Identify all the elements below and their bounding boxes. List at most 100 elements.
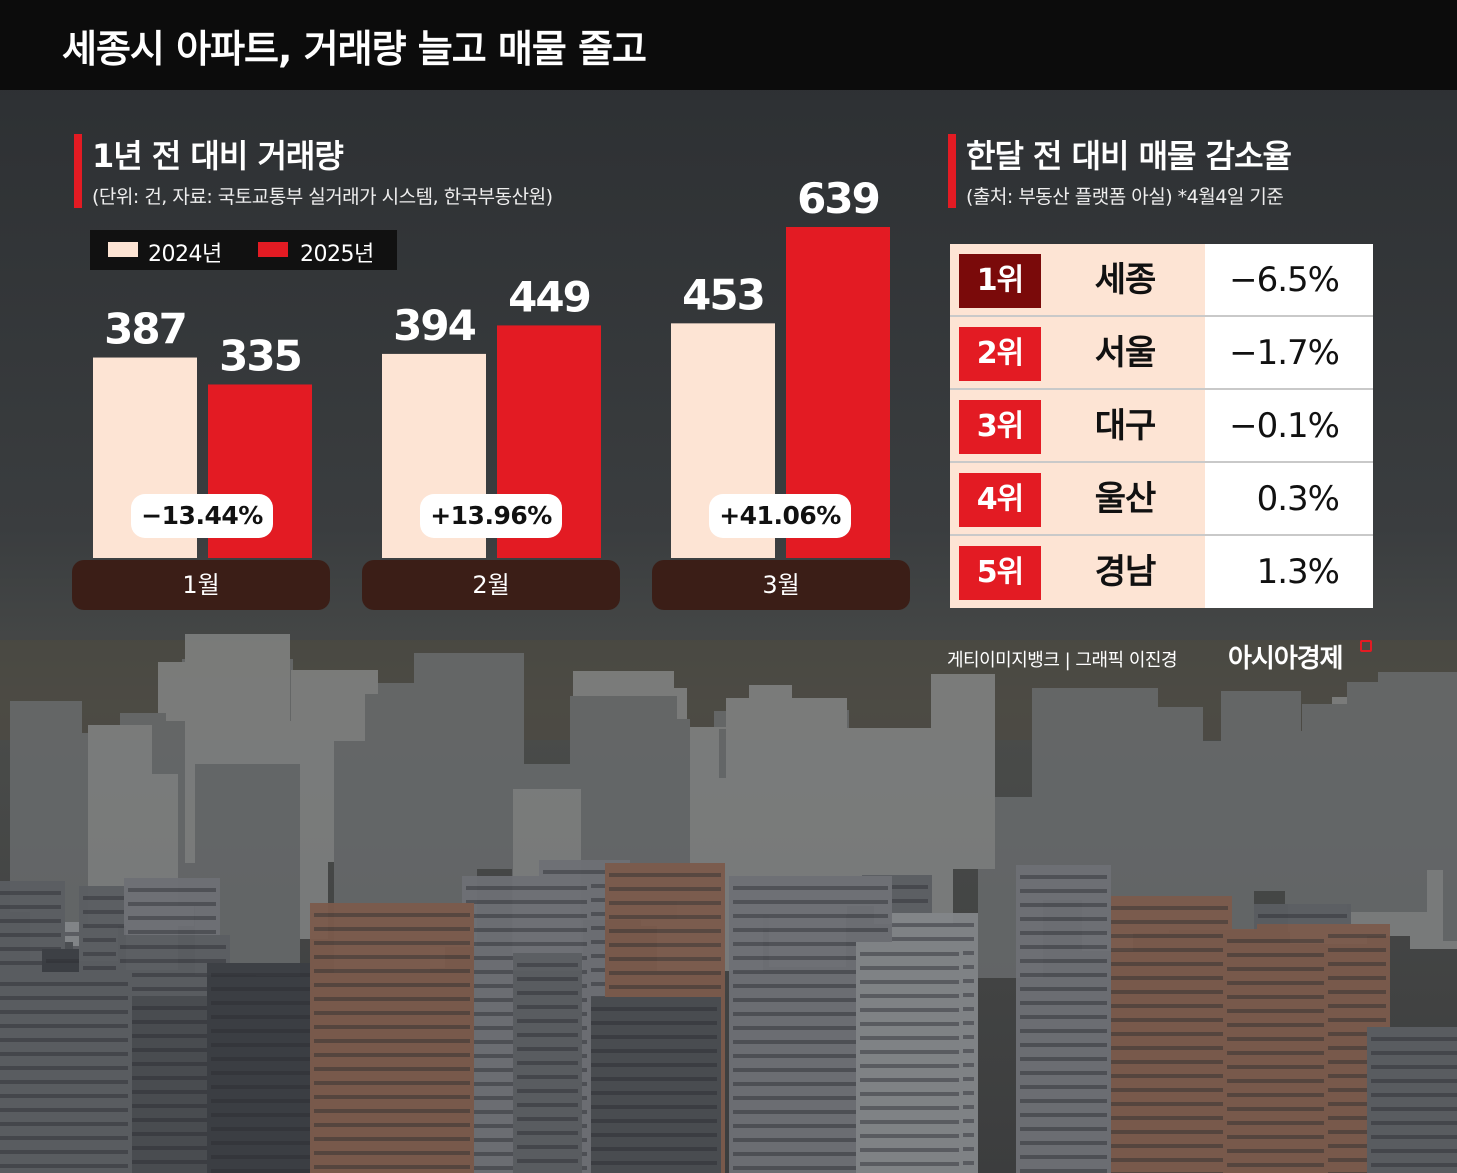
background-window-row — [609, 943, 721, 947]
background-window-row — [588, 1063, 717, 1067]
background-window-row — [860, 1078, 959, 1082]
legend-swatch-2024 — [108, 242, 138, 257]
rank-value: −0.1% — [1229, 406, 1340, 446]
title-bar: 세종시 아파트, 거래량 늘고 매물 줄고 — [0, 0, 1457, 90]
background-window-row — [114, 1160, 215, 1164]
background-window-row — [114, 1062, 215, 1066]
background-window-row — [588, 1077, 717, 1081]
background-window-row — [1020, 931, 1107, 935]
background-window-row — [733, 1138, 888, 1142]
background-window-row — [128, 930, 216, 934]
background-window-row — [120, 973, 226, 977]
background-window-row — [1227, 1107, 1324, 1111]
background-window-row — [0, 1122, 128, 1126]
background-window-row — [1371, 1093, 1457, 1097]
background-window-row — [0, 933, 61, 937]
ranking-table: 1위 세종 −6.5% 2위 서울 −1.7% 3위 대구 −0.1% 4위 울… — [950, 244, 1373, 608]
ranking-row: 3위 대구 −0.1% — [950, 390, 1373, 462]
ranking-row-left: 1위 세종 — [950, 244, 1205, 316]
background-window-row — [1227, 981, 1324, 985]
background-window-row — [860, 1050, 959, 1054]
background-window-row — [1371, 1121, 1457, 1125]
background-window-row — [1227, 1065, 1324, 1069]
background-window-row — [0, 919, 61, 923]
background-tower — [310, 903, 474, 1173]
background-window-row — [1100, 948, 1228, 952]
background-window-row — [882, 923, 974, 927]
rank-value: 1.3% — [1256, 552, 1340, 592]
background-window-row — [733, 928, 888, 932]
background-window-row — [0, 996, 128, 1000]
background-window-row — [211, 1057, 350, 1061]
bar-value-label: 394 — [393, 301, 475, 350]
background-window-row — [517, 1159, 578, 1163]
background-window-row — [517, 1117, 578, 1121]
background-window-row — [733, 914, 888, 918]
background-window-row — [1100, 1060, 1228, 1064]
background-building — [1347, 682, 1427, 912]
background-window-row — [466, 942, 587, 946]
background-window-row — [588, 1035, 717, 1039]
background-tower — [513, 953, 582, 1173]
background-window-row — [114, 1146, 215, 1150]
rank-value: 0.3% — [1256, 479, 1340, 519]
background-tower — [1016, 865, 1111, 1173]
month-label-jan: 1월 — [72, 560, 330, 610]
background-window-row — [314, 969, 470, 973]
background-window-row — [314, 1039, 470, 1043]
background-window-row — [211, 1071, 350, 1075]
bar-value-label: 453 — [682, 270, 764, 319]
legend-label-2024: 2024년 — [148, 242, 222, 267]
ranking-row-right: −6.5% — [1205, 244, 1373, 316]
ranking-row-right: −1.7% — [1205, 317, 1373, 389]
rank-region: 경남 — [1094, 552, 1157, 592]
background-window-row — [1227, 1093, 1324, 1097]
background-window-row — [733, 900, 888, 904]
background-window-row — [1227, 1135, 1324, 1139]
background-window-row — [211, 1099, 350, 1103]
background-window-row — [517, 963, 578, 967]
background-window-row — [860, 1092, 959, 1096]
background-window-row — [733, 1068, 888, 1072]
background-window-row — [1100, 962, 1228, 966]
background-window-row — [609, 971, 721, 975]
background-window-row — [314, 1109, 470, 1113]
background-window-row — [0, 1052, 128, 1056]
background-window-row — [314, 1137, 470, 1141]
background-window-row — [860, 994, 959, 998]
background-window-row — [609, 957, 721, 961]
background-window-row — [733, 970, 888, 974]
background-window-row — [1020, 1155, 1107, 1159]
row-divider — [950, 534, 1373, 536]
background-window-row — [1227, 995, 1324, 999]
background-window-row — [83, 896, 150, 900]
background-window-row — [1100, 920, 1228, 924]
chart-subtitle: (단위: 건, 자료: 국토교통부 실거래가 시스템, 한국부동산원) — [92, 186, 553, 208]
background-window-row — [0, 961, 61, 965]
background-window-row — [733, 1012, 888, 1016]
background-window-row — [120, 987, 226, 991]
background-window-row — [1371, 1149, 1457, 1153]
background-window-row — [120, 945, 226, 949]
background-window-row — [733, 1166, 888, 1170]
background-window-row — [733, 942, 888, 946]
background-window-row — [609, 887, 721, 891]
background-window-row — [588, 1091, 717, 1095]
background-window-row — [733, 956, 888, 960]
background-window-row — [517, 1089, 578, 1093]
background-window-row — [733, 998, 888, 1002]
background-window-row — [1020, 1113, 1107, 1117]
background-window-row — [517, 1061, 578, 1065]
background-window-row — [588, 1049, 717, 1053]
bar-value-label: 639 — [797, 174, 879, 223]
background-window-row — [466, 914, 587, 918]
bar-value-label: 387 — [104, 305, 186, 354]
background-window-row — [860, 1036, 959, 1040]
background-window-row — [1100, 1074, 1228, 1078]
ranking-title: 한달 전 대비 매물 감소율 — [966, 137, 1292, 175]
background-window-row — [211, 1001, 350, 1005]
brand-mark-icon — [1360, 640, 1372, 652]
background-window-row — [1100, 1158, 1228, 1162]
image-credit: 게티이미지뱅크 | 그래픽 이진경 — [947, 650, 1178, 671]
background-window-row — [1020, 903, 1107, 907]
